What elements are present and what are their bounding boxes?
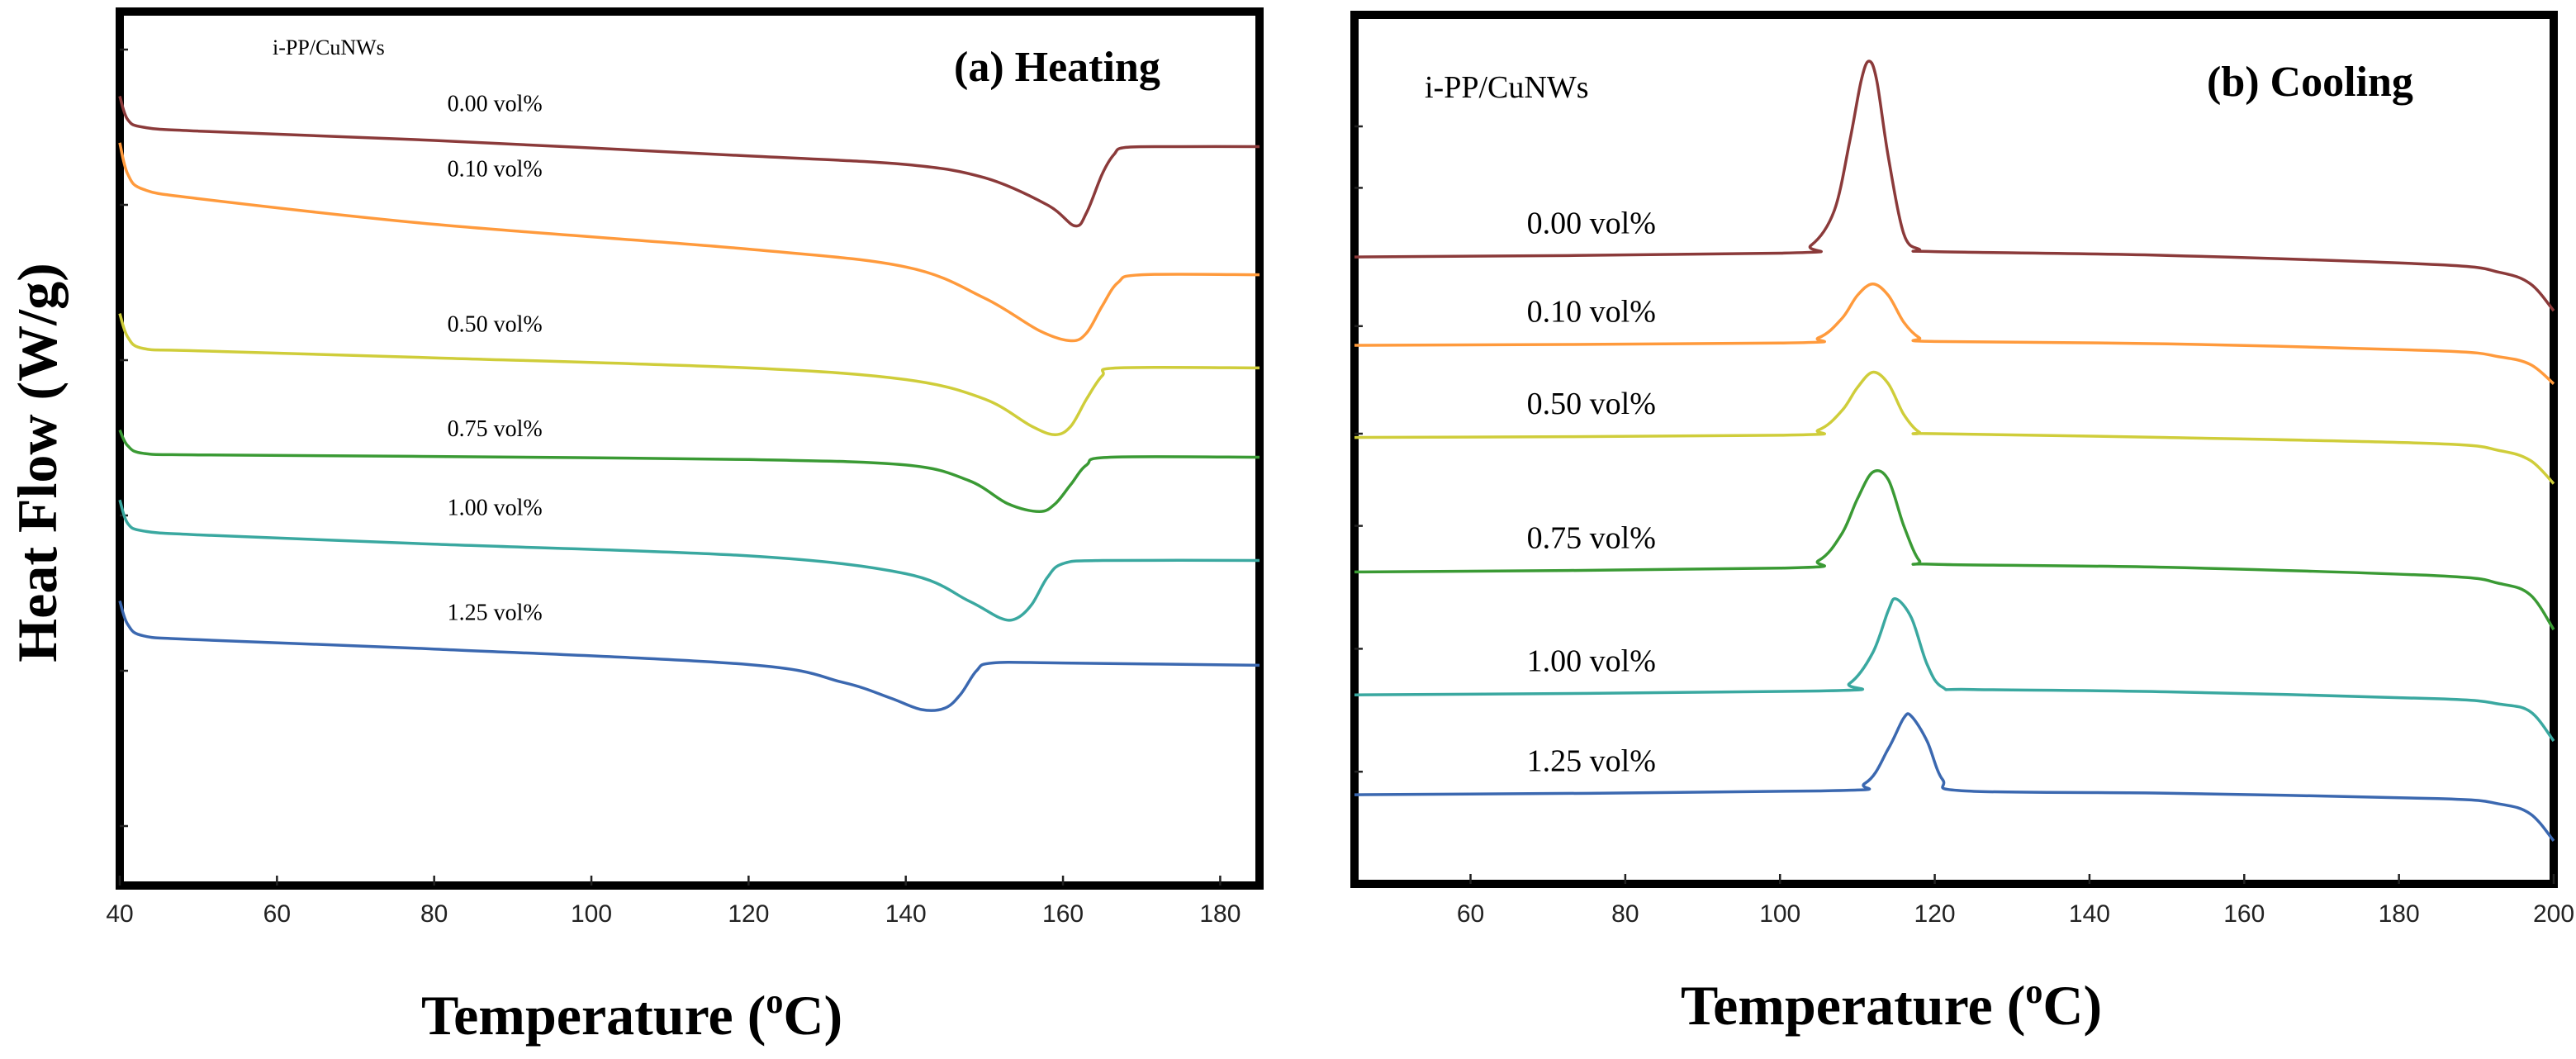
series-line-5 [1354, 712, 2555, 843]
panel-b-curves [1354, 59, 2555, 843]
panel-a-curves [118, 95, 1260, 712]
panel-b-title: (b) Cooling [2207, 59, 2413, 106]
x-tick-label: 120 [728, 900, 769, 928]
series-label-5: 1.25 vol% [448, 600, 543, 625]
series-line-3 [118, 429, 1260, 514]
x-tick-label: 160 [2223, 900, 2265, 928]
panel-b-xlabel-unit: C) [2042, 974, 2102, 1037]
panel-a-series-labels: 0.00 vol% 0.10 vol% 0.50 vol% 0.75 vol% 1.00… [448, 92, 543, 626]
series-label-1: 0.10 vol% [1527, 295, 1656, 330]
panel-a-xlabel: Temperature (oC) [421, 983, 842, 1047]
x-tick-label: 80 [420, 900, 448, 928]
panel-a-system-label: i-PP/CuNWs [273, 36, 385, 59]
series-label-5: 1.25 vol% [1527, 743, 1656, 778]
x-tick-label: 40 [106, 900, 133, 928]
series-label-2: 0.50 vol% [1527, 387, 1656, 421]
panel-a-xlabel-text: Temperature ( [421, 984, 766, 1047]
series-label-2: 0.50 vol% [448, 312, 543, 338]
series-line-0 [118, 95, 1260, 228]
panel-b-xlabel-sup: o [2025, 973, 2042, 1011]
panel-b-xlabel-text: Temperature ( [1681, 974, 2025, 1037]
x-tick-label: 200 [2533, 900, 2574, 928]
series-line-0 [1354, 59, 2555, 312]
series-label-3: 0.75 vol% [448, 416, 543, 442]
panel-a-xlabel-sup: o [766, 983, 783, 1021]
x-tick-label: 60 [263, 900, 291, 928]
panel-b-cooling: 60 80 100 120 140 160 180 200 0.00 vol% 0.10 vol… [1350, 11, 2574, 1037]
x-tick-label: 160 [1042, 900, 1084, 928]
series-line-3 [1354, 469, 2555, 631]
panel-a-frame [116, 7, 1264, 890]
series-label-3: 0.75 vol% [1527, 521, 1656, 556]
x-tick-label: 120 [1914, 900, 1956, 928]
x-tick-label: 80 [1611, 900, 1639, 928]
panel-a-ticks: 40 60 80 100 120 140 160 180 [106, 48, 1241, 928]
panel-b-series-labels: 0.00 vol% 0.10 vol% 0.50 vol% 0.75 vol% 1.00… [1527, 206, 1656, 778]
x-tick-label: 180 [1199, 900, 1241, 928]
series-label-4: 1.00 vol% [1527, 643, 1656, 678]
x-tick-label: 100 [571, 900, 612, 928]
series-line-4 [1354, 596, 2555, 743]
panel-a-ylabel: Heat Flow (W/g) [6, 263, 69, 662]
panel-a-xlabel-unit: C) [783, 984, 842, 1047]
series-label-1: 0.10 vol% [448, 157, 543, 183]
series-line-5 [118, 600, 1260, 712]
x-tick-label: 140 [885, 900, 927, 928]
panel-b-frame [1350, 11, 2558, 888]
panel-b-xlabel: Temperature (oC) [1681, 973, 2102, 1037]
panel-a-heating: 40 60 80 100 120 140 160 180 0.00 vol% 0.10 vol%… [6, 7, 1264, 1047]
panel-b-system-label: i-PP/CuNWs [1425, 70, 1588, 105]
x-tick-label: 100 [1759, 900, 1800, 928]
panel-a-title: (a) Heating [954, 44, 1160, 91]
x-tick-label: 140 [2069, 900, 2110, 928]
series-line-4 [118, 499, 1260, 622]
series-line-2 [118, 313, 1260, 436]
series-line-1 [1354, 282, 2555, 385]
series-label-0: 0.00 vol% [448, 92, 543, 117]
panel-b-ticks: 60 80 100 120 140 160 180 200 [1354, 125, 2574, 928]
series-label-4: 1.00 vol% [448, 495, 543, 520]
x-tick-label: 180 [2379, 900, 2420, 928]
series-label-0: 0.00 vol% [1527, 206, 1656, 240]
series-line-2 [1354, 370, 2555, 485]
x-tick-label: 60 [1457, 900, 1484, 928]
series-line-1 [118, 142, 1260, 343]
